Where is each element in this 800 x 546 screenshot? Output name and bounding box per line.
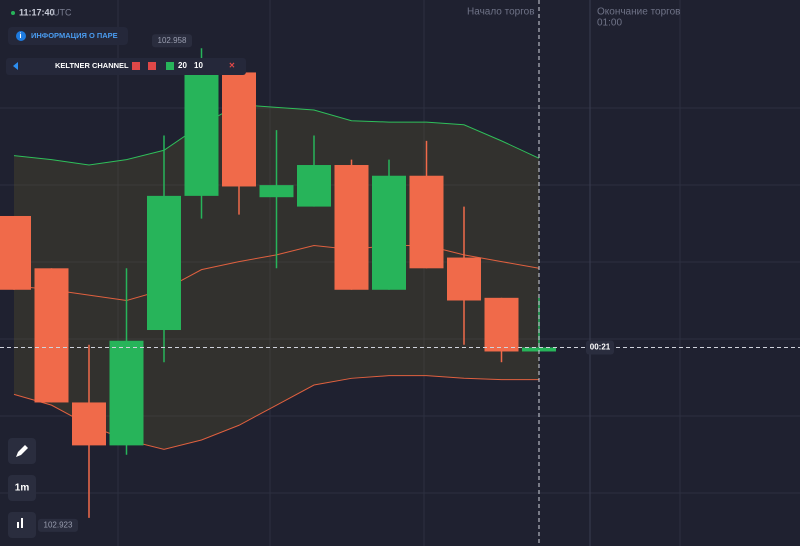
plot [0, 48, 556, 518]
low-label: 102.923 [44, 520, 73, 529]
color-swatch[interactable] [166, 62, 174, 70]
indicator-name: KELTNER CHANNEL [55, 61, 129, 70]
collapse-icon[interactable] [13, 62, 18, 70]
candle-body [34, 268, 69, 403]
candle-body [372, 175, 406, 290]
high-label: 102.958 [158, 36, 187, 45]
timeframe-button[interactable]: 1m [8, 475, 36, 501]
svg-text:i: i [20, 33, 22, 40]
candle-body [259, 185, 294, 198]
start-label: Начало торгов [467, 7, 535, 18]
countdown-box [586, 340, 614, 355]
candle-body [222, 72, 256, 187]
timezone: UTC [53, 7, 72, 17]
timeframe: 1m [15, 483, 30, 494]
indicator-bar [6, 58, 246, 75]
chart-type-button[interactable] [8, 512, 36, 538]
channel-line [13, 104, 540, 166]
candle-body [409, 175, 444, 269]
info-text: ИНФОРМАЦИЯ О ПАРЕ [31, 31, 118, 40]
end-time: 01:00 [597, 18, 622, 29]
candle-body [109, 340, 144, 446]
candle-body [297, 165, 331, 207]
remove-icon[interactable]: × [229, 61, 235, 72]
indicator-period: 20 [178, 61, 187, 70]
candle-body [72, 402, 106, 446]
channel-fill [14, 104, 539, 450]
candle-body [447, 257, 481, 301]
end-label: Окончание торгов [597, 7, 680, 18]
candle-body [184, 72, 219, 196]
color-swatch[interactable] [132, 62, 140, 70]
candle-body [334, 165, 369, 290]
indicator-multiplier: 10 [194, 61, 203, 70]
draw-tool[interactable] [8, 438, 36, 464]
color-swatch[interactable] [148, 62, 156, 70]
info-button[interactable]: i ИНФОРМАЦИЯ О ПАРЕ [8, 27, 128, 45]
clock: 11:17:40 [19, 7, 55, 17]
candle-body [522, 347, 556, 352]
candle-body [147, 195, 181, 331]
countdown: 00:21 [590, 343, 611, 352]
candle-body [0, 215, 31, 290]
low-label-box [38, 518, 78, 532]
candle-body [484, 297, 519, 352]
status-dot [11, 11, 15, 15]
high-label-box [152, 34, 192, 48]
